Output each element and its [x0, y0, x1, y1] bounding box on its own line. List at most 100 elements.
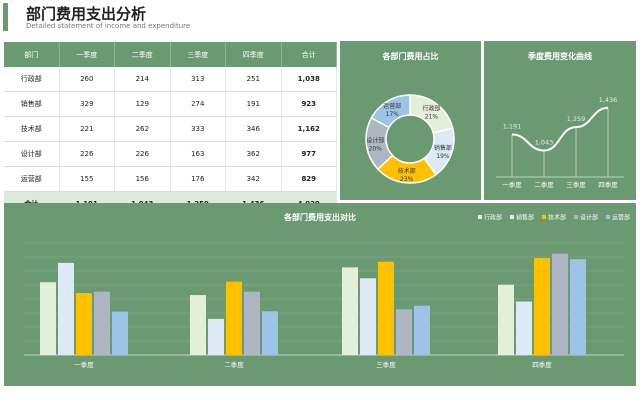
table-cell: 346 — [225, 116, 282, 142]
column-header: 四季度 — [225, 42, 282, 67]
table-header-row: 部门 一季度 二季度 三季度 四季度 合计 — [4, 42, 337, 67]
line-tick-label: 二季度 — [534, 180, 554, 189]
table-cell: 163 — [170, 141, 226, 167]
bar — [58, 262, 74, 355]
column-header: 三季度 — [170, 42, 226, 67]
bar-tick-label: 一季度 — [74, 360, 94, 369]
line-point-label: 1,043 — [535, 139, 554, 147]
table-cell: 155 — [59, 166, 115, 192]
bar — [360, 278, 376, 355]
table-cell: 191 — [225, 91, 282, 117]
pie-slice-label: 运营部 — [383, 102, 401, 110]
table-row: 行政部 260 214 313 251 1,038 — [4, 67, 337, 92]
bar — [208, 318, 224, 355]
pie-slice-label: 技术部 — [398, 167, 416, 175]
table-cell: 176 — [170, 166, 226, 192]
bar — [76, 293, 92, 355]
table-cell: 274 — [170, 91, 226, 117]
legend-swatch — [478, 215, 482, 219]
bar — [378, 261, 394, 355]
legend-label: 技术部 — [548, 214, 566, 222]
legend-swatch — [542, 215, 546, 219]
bar — [396, 309, 412, 355]
table-cell: 技术部 — [4, 116, 60, 142]
pie-slice-value: 23% — [400, 176, 414, 183]
table-cell: 923 — [281, 91, 337, 117]
table-cell: 行政部 — [4, 67, 60, 92]
line-tick-label: 四季度 — [598, 180, 618, 189]
legend-swatch — [574, 215, 578, 219]
bar — [226, 281, 242, 355]
line-chart: 1,191 一季度 1,043 二季度 1,259 三季度 1,436 四季度 — [496, 96, 624, 189]
bar-title: 各部门费用支出对比 — [284, 213, 356, 222]
pie-title: 各部门费用占比 — [382, 52, 439, 61]
table-cell: 221 — [59, 116, 115, 142]
table-cell: 129 — [114, 91, 171, 117]
legend-label: 行政部 — [484, 214, 502, 222]
table-cell: 262 — [114, 116, 171, 142]
column-header: 二季度 — [114, 42, 171, 67]
table-row: 销售部 329 129 274 191 923 — [4, 91, 337, 117]
line-series — [511, 106, 609, 152]
pie-slice-label: 行政部 — [422, 104, 440, 112]
page-subtitle: Detailed statement of income and expendi… — [26, 22, 191, 30]
bar-tick-label: 二季度 — [224, 360, 244, 369]
table-cell: 1,162 — [281, 116, 337, 142]
table-row: 技术部 221 262 333 346 1,162 — [4, 116, 337, 142]
bar — [516, 301, 532, 355]
table-cell: 设计部 — [4, 141, 60, 167]
table-cell: 362 — [225, 141, 282, 167]
pie-panel: 各部门费用占比 行政部 21% 销售部 19% 技术部 23% 设计部 20% 运营部 17% — [340, 41, 481, 200]
line-point-label: 1,191 — [503, 122, 522, 130]
line-point-label: 1,436 — [599, 96, 618, 104]
bar — [552, 253, 568, 355]
table-cell: 226 — [114, 141, 171, 167]
table-row: 运营部 155 156 176 342 829 — [4, 166, 337, 192]
table-cell: 156 — [114, 166, 171, 192]
pie-slice-value: 21% — [425, 113, 439, 120]
legend-label: 运营部 — [612, 214, 630, 222]
bar — [244, 291, 260, 355]
bar-tick-label: 三季度 — [376, 360, 396, 369]
table-cell: 214 — [114, 67, 171, 92]
line-panel: 季度费用变化曲线 1,191 一季度 1,043 二季度 1,259 三季度 1,436 四季… — [484, 41, 636, 200]
table-cell: 运营部 — [4, 166, 60, 192]
table-cell: 销售部 — [4, 91, 60, 117]
pie-slice-value: 17% — [386, 111, 400, 118]
legend-swatch — [606, 215, 610, 219]
bar-tick-label: 四季度 — [532, 360, 552, 369]
bar — [414, 305, 430, 355]
column-header: 合计 — [281, 42, 337, 67]
pie-slice-value: 20% — [369, 145, 383, 152]
table-cell: 977 — [281, 141, 337, 167]
line-point-label: 1,259 — [567, 115, 586, 123]
line-tick-label: 一季度 — [502, 180, 522, 189]
bar — [262, 311, 278, 355]
bar — [498, 284, 514, 355]
table-cell: 251 — [225, 67, 282, 92]
legend-label: 设计部 — [580, 214, 598, 222]
table-cell: 829 — [281, 166, 337, 192]
pie-slice-value: 19% — [436, 153, 450, 160]
legend-swatch — [510, 215, 514, 219]
bar-panel: 各部门费用支出对比 一季度 二季度 三季度 四季度 行政部 销售部 技术部 设计部 运营部 — [4, 203, 636, 386]
line-tick-label: 三季度 — [566, 180, 586, 189]
column-header: 部门 — [4, 42, 60, 67]
bar — [112, 311, 128, 355]
table-cell: 1,038 — [281, 67, 337, 92]
table-row: 设计部 226 226 163 362 977 — [4, 141, 337, 167]
bar — [534, 258, 550, 355]
bar — [94, 291, 110, 355]
table-cell: 226 — [59, 141, 115, 167]
bar — [40, 282, 56, 355]
column-header: 一季度 — [59, 42, 115, 67]
bar — [570, 259, 586, 355]
legend-label: 销售部 — [516, 214, 534, 222]
header-accent-bar — [3, 3, 8, 31]
table-cell: 333 — [170, 116, 226, 142]
table-cell: 313 — [170, 67, 226, 92]
page-title: 部门费用支出分析 — [26, 5, 147, 23]
pie-slice — [370, 94, 411, 129]
table-cell: 342 — [225, 166, 282, 192]
